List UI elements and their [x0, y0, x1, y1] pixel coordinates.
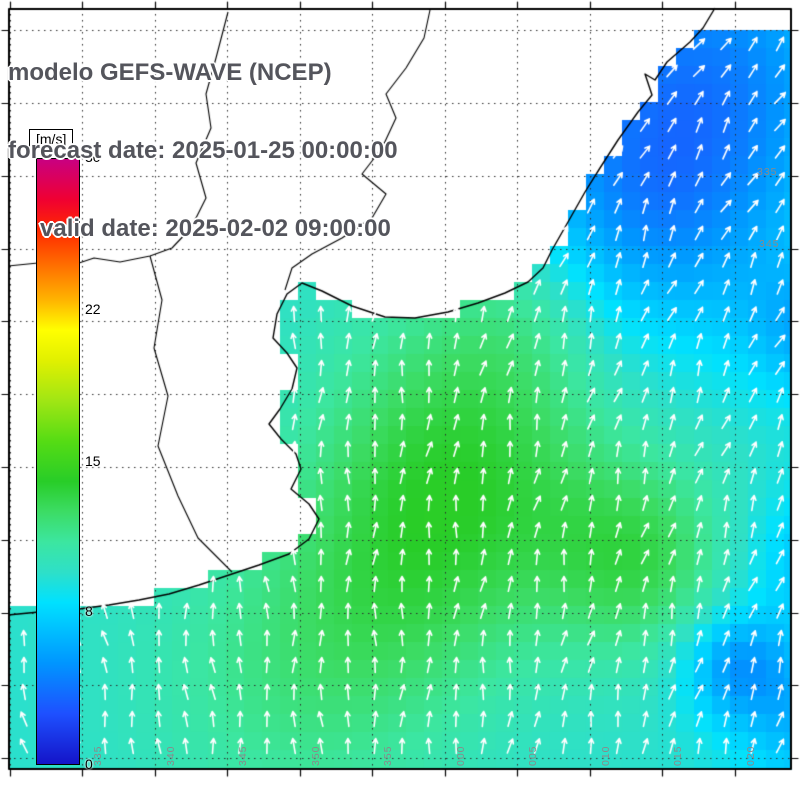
bottom-edge-label: 010	[600, 745, 612, 766]
colorbar-tick-label: 15	[85, 453, 101, 469]
colorbar	[36, 158, 80, 765]
colorbar-tick-label: 30	[85, 149, 101, 165]
bottom-edge-label: 335	[92, 745, 104, 766]
valid-date: valid date: 2025-02-02 09:00:00	[40, 215, 391, 242]
colorbar-tick-label: 22	[85, 301, 101, 317]
title-block: modelo GEFS-WAVE (NCEP) forecast date: 2…	[8, 8, 398, 294]
bottom-edge-label: 005	[527, 745, 539, 766]
bottom-edge-label: 355	[382, 745, 394, 766]
bottom-edge-label: 015	[672, 745, 684, 766]
bottom-edge-label: 020	[745, 745, 757, 766]
bottom-edge-label: 340	[165, 745, 177, 766]
bottom-edge-label: 000	[455, 745, 467, 766]
bottom-edge-label: 345	[237, 745, 249, 766]
forecast-date: forecast date: 2025-01-25 00:00:00	[8, 137, 398, 164]
colorbar-tick-label: 0	[85, 756, 93, 772]
model-name: modelo GEFS-WAVE (NCEP)	[8, 59, 332, 86]
right-edge-label: 345	[759, 238, 780, 250]
colorbar-unit-label: [m/s]	[29, 129, 74, 149]
bottom-edge-label: 350	[310, 745, 322, 766]
colorbar-tick-label: 8	[85, 603, 93, 619]
right-edge-label: 335	[757, 166, 778, 178]
